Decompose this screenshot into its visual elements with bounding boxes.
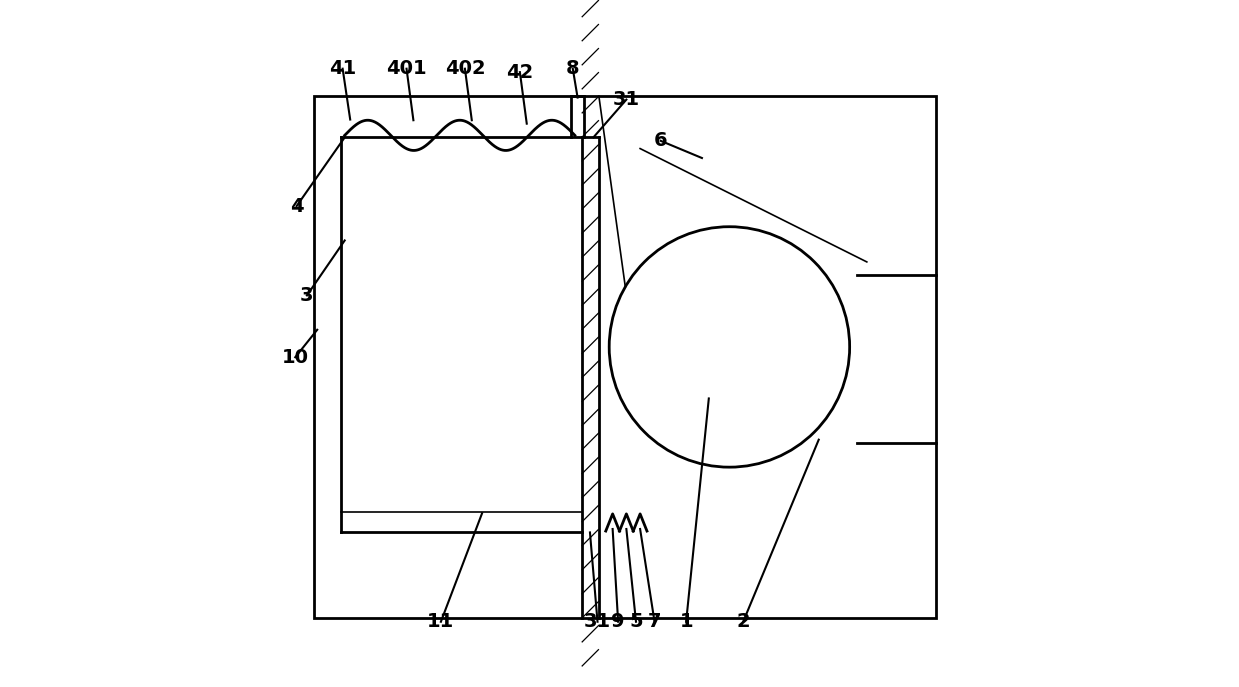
Text: 6: 6 <box>654 131 668 150</box>
Text: 10: 10 <box>281 348 309 367</box>
Text: 8: 8 <box>566 59 580 78</box>
Text: 31: 31 <box>584 612 611 631</box>
Text: 1: 1 <box>679 612 693 631</box>
Text: 401: 401 <box>387 59 427 78</box>
Text: 42: 42 <box>507 63 534 82</box>
Text: 31: 31 <box>613 90 639 109</box>
Text: 41: 41 <box>330 59 357 78</box>
Text: 11: 11 <box>427 612 455 631</box>
Text: 7: 7 <box>648 612 662 631</box>
Text: 3: 3 <box>300 286 313 305</box>
Text: 4: 4 <box>290 196 304 216</box>
Text: 9: 9 <box>611 612 624 631</box>
Text: 2: 2 <box>736 612 750 631</box>
Text: 5: 5 <box>629 612 643 631</box>
Text: 402: 402 <box>445 59 486 78</box>
